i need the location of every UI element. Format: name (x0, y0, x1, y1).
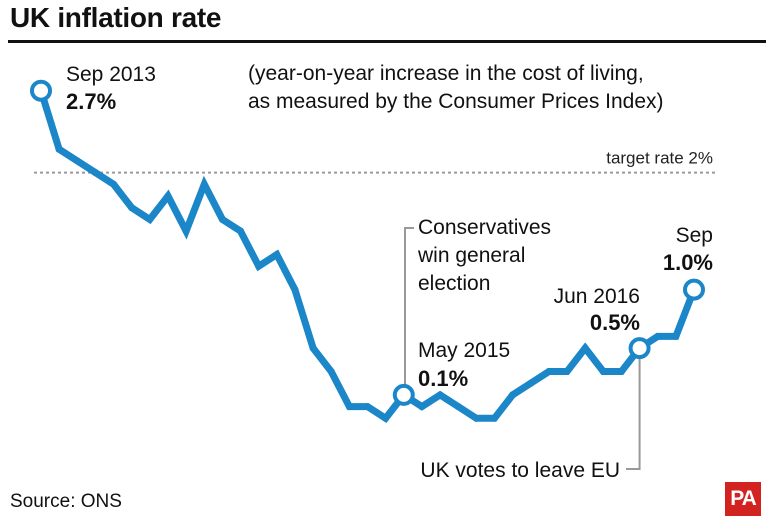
leader-election (404, 227, 414, 395)
data-point-mar-2015 (364, 403, 371, 411)
event-label-election-line-2: win general (417, 244, 525, 267)
data-point-oct-2014 (273, 251, 281, 258)
annotation-start-value: 2.7% (66, 89, 116, 114)
event-label-referendum: UK votes to leave EU (420, 459, 620, 482)
data-point-jul-2016 (654, 332, 662, 340)
subtitle-line-1: (year-on-year increase in the cost of li… (248, 62, 644, 85)
data-point-oct-2015 (490, 414, 498, 422)
data-point-jun-2014 (200, 180, 208, 188)
data-point-dec-2013 (91, 169, 99, 177)
data-point-apr-2016 (599, 368, 607, 375)
data-point-nov-2013 (73, 157, 81, 165)
chart-subtitle: (year-on-year increase in the cost of li… (248, 60, 748, 116)
subtitle-line-2: as measured by the Consumer Prices Index… (248, 90, 664, 113)
data-point-feb-2014 (128, 204, 136, 212)
data-point-aug-2015 (454, 403, 462, 411)
data-point-nov-2015 (509, 391, 517, 399)
target-rate-label: target rate 2% (606, 149, 713, 168)
series-layer (30, 79, 705, 423)
source-note: Source: ONS (10, 491, 122, 512)
data-point-feb-2016 (563, 368, 571, 375)
data-point-oct-2013 (55, 145, 63, 153)
data-point-may-2014 (182, 227, 190, 235)
highlight-point-may-2015 (392, 383, 415, 406)
data-point-jun-2015 (418, 403, 426, 411)
title-divider (8, 40, 766, 43)
data-point-mar-2016 (581, 344, 589, 352)
data-point-sep-2014 (255, 262, 263, 270)
highlight-point-sep-2013 (30, 79, 52, 102)
annotation-jun2016-date: Jun 2016 (554, 285, 640, 308)
annotation-may2015-value: 0.1% (418, 366, 468, 391)
annotation-end-value: 1.0% (663, 250, 713, 275)
data-point-jul-2015 (436, 391, 444, 399)
data-point-jul-2014 (218, 215, 226, 223)
data-point-mar-2014 (146, 215, 154, 223)
data-point-jan-2014 (110, 180, 118, 188)
data-point-aug-2016 (672, 332, 680, 340)
data-point-nov-2014 (291, 286, 299, 294)
cpi-series-line (37, 89, 698, 423)
data-point-feb-2015 (345, 403, 353, 411)
annotation-may2015-date: May 2015 (418, 339, 510, 362)
data-point-apr-2014 (164, 192, 172, 200)
data-point-sep-2015 (472, 414, 480, 422)
pa-logo: PA (725, 482, 761, 516)
event-label-election-line-3: election (418, 272, 490, 295)
chart-title: UK inflation rate (10, 2, 222, 33)
highlight-point-sep-2016 (683, 278, 705, 301)
data-point-may-2016 (617, 368, 625, 375)
annotation-jun2016-value: 0.5% (590, 310, 640, 335)
data-point-jan-2016 (545, 368, 553, 375)
data-point-dec-2014 (309, 344, 317, 352)
highlight-point-jun-2016 (628, 337, 651, 360)
event-label-election-line-1: Conservatives (418, 216, 551, 239)
data-point-apr-2015 (382, 414, 390, 422)
data-point-dec-2015 (527, 379, 535, 387)
annotation-end-date: Sep (676, 224, 713, 247)
event-leader-lines (404, 227, 641, 470)
annotation-start-date: Sep 2013 (66, 63, 156, 86)
data-point-aug-2014 (237, 227, 245, 235)
leader-referendum (626, 348, 641, 470)
data-point-jan-2015 (327, 368, 335, 375)
